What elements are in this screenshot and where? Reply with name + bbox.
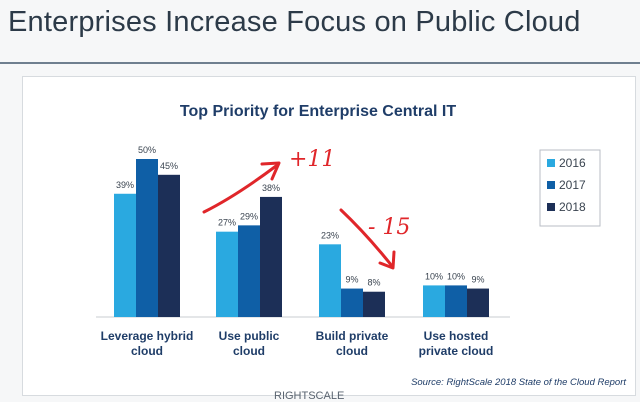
legend-label: 2017 [559,178,586,192]
bar-value-label: 8% [367,278,380,288]
bar-value-label: 38% [262,183,280,193]
legend-label: 2016 [559,156,586,170]
bar-2018-0 [158,174,180,317]
chart-title: Top Priority for Enterprise Central IT [180,103,456,120]
bar-2018-2 [363,291,385,317]
bar-2016-2 [319,244,341,317]
up-arrow-head [260,161,281,181]
slide-title: Enterprises Increase Focus on Public Clo… [8,6,581,38]
bar-value-label: 23% [321,230,339,240]
bar-value-label: 45% [160,161,178,171]
legend-swatch-2018 [547,203,555,211]
category-label: Leverage hybrid [101,329,194,343]
bar-2016-0 [114,193,136,317]
bar-2017-2 [341,288,363,317]
bar-value-label: 10% [425,271,443,281]
down-annotation-text: - 15 [368,215,410,240]
bar-2018-3 [467,288,489,317]
bar-2016-1 [216,231,238,317]
category-label: Use hosted [424,329,489,343]
up-arrow-annotation [202,164,278,214]
category-label: cloud [233,344,265,358]
bar-2017-0 [136,159,158,317]
category-label: Use public [219,329,280,343]
down-arrow-annotation [339,208,394,268]
bar-value-label: 10% [447,271,465,281]
bar-value-label: 9% [345,275,358,285]
category-label: Build private [316,329,389,343]
bar-2017-3 [445,285,467,317]
bar-value-label: 9% [471,275,484,285]
footer-partial-text: RIGHTSCALE [274,390,345,402]
category-label: cloud [336,344,368,358]
source-note: Source: RightScale 2018 State of the Clo… [411,377,626,388]
category-label: cloud [131,344,163,358]
down-arrow-head [378,250,396,270]
up-annotation-text: +11 [289,147,335,172]
category-label: private cloud [419,344,494,358]
legend-swatch-2017 [547,181,555,189]
bar-value-label: 50% [138,145,156,155]
bar-2018-1 [260,196,282,317]
bar-value-label: 27% [218,218,236,228]
bar-value-label: 39% [116,180,134,190]
legend-swatch-2016 [547,159,555,167]
legend-label: 2018 [559,200,586,214]
bar-value-label: 29% [240,211,258,221]
bar-2017-1 [238,225,260,317]
bar-2016-3 [423,285,445,317]
title-divider [0,62,640,64]
